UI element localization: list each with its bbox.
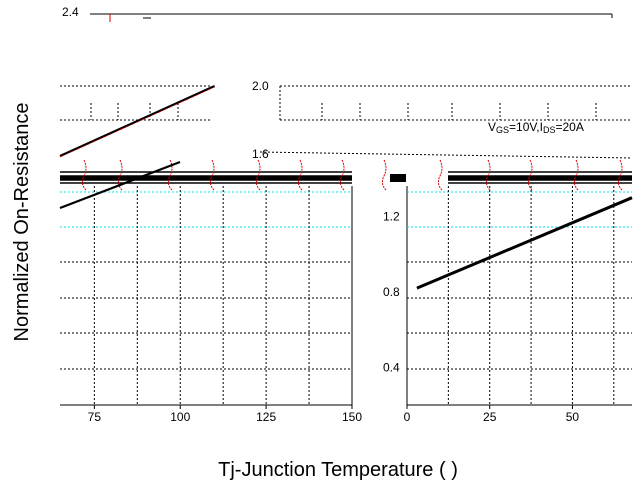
ids-value: =20A xyxy=(555,120,583,134)
top-y-tick-label: 2.0 xyxy=(252,79,269,93)
red-artifact-mark xyxy=(381,159,387,191)
x-tick-label: 125 xyxy=(256,410,276,424)
red-artifact-mark xyxy=(437,159,443,191)
x-tick-label: 75 xyxy=(88,410,102,424)
red-artifact-mark xyxy=(485,159,491,191)
top-y-tick-label: 2.4 xyxy=(62,5,79,19)
conditions-annotation: VGS=10V,IDS=20A xyxy=(488,120,584,135)
red-artifact-mark xyxy=(209,159,215,191)
x-tick-label: 150 xyxy=(342,410,362,424)
x-axis-label: Tj-Junction Temperature ( ) xyxy=(218,459,458,481)
red-artifact-mark xyxy=(527,159,533,191)
y-tick-label: 0.8 xyxy=(383,285,400,299)
vgs-label: V xyxy=(488,120,496,134)
red-artifact-mark xyxy=(573,159,579,191)
ids-subscript: DS xyxy=(543,125,556,135)
chart-grid xyxy=(60,85,633,405)
series-line-left-upper xyxy=(59,84,216,158)
red-artifact-mark xyxy=(81,159,87,191)
red-artifact-mark xyxy=(339,159,345,191)
x-tick-label: 50 xyxy=(566,410,580,424)
tick-labels: 2.4 2.0 1.6 75 100 125 150 0 25 50 0.4 0.8 1.2 xyxy=(62,5,579,424)
vgs-subscript: GS xyxy=(496,125,509,135)
top-grid-line xyxy=(259,151,633,159)
chart-frame xyxy=(60,13,632,409)
y-tick-label: 0.4 xyxy=(383,360,400,374)
red-artifact-mark xyxy=(297,159,303,191)
chart-marks xyxy=(59,84,633,290)
y-axis-label: Normalized On-Resistance xyxy=(11,103,33,342)
series-line-left-upper-shadow xyxy=(59,86,215,158)
top-y-tick-label: 1.6 xyxy=(252,147,269,161)
vgs-value: =10V,I xyxy=(509,120,543,134)
red-artifact-mark xyxy=(255,159,261,191)
x-tick-label: 25 xyxy=(483,410,497,424)
red-artifact-mark xyxy=(617,159,623,191)
x-tick-label: 0 xyxy=(404,410,411,424)
y-tick-label: 1.2 xyxy=(383,210,400,224)
band-block xyxy=(390,174,406,182)
series-line-left-lower xyxy=(59,160,181,210)
x-tick-label: 100 xyxy=(170,410,190,424)
series-line-right xyxy=(416,196,633,290)
